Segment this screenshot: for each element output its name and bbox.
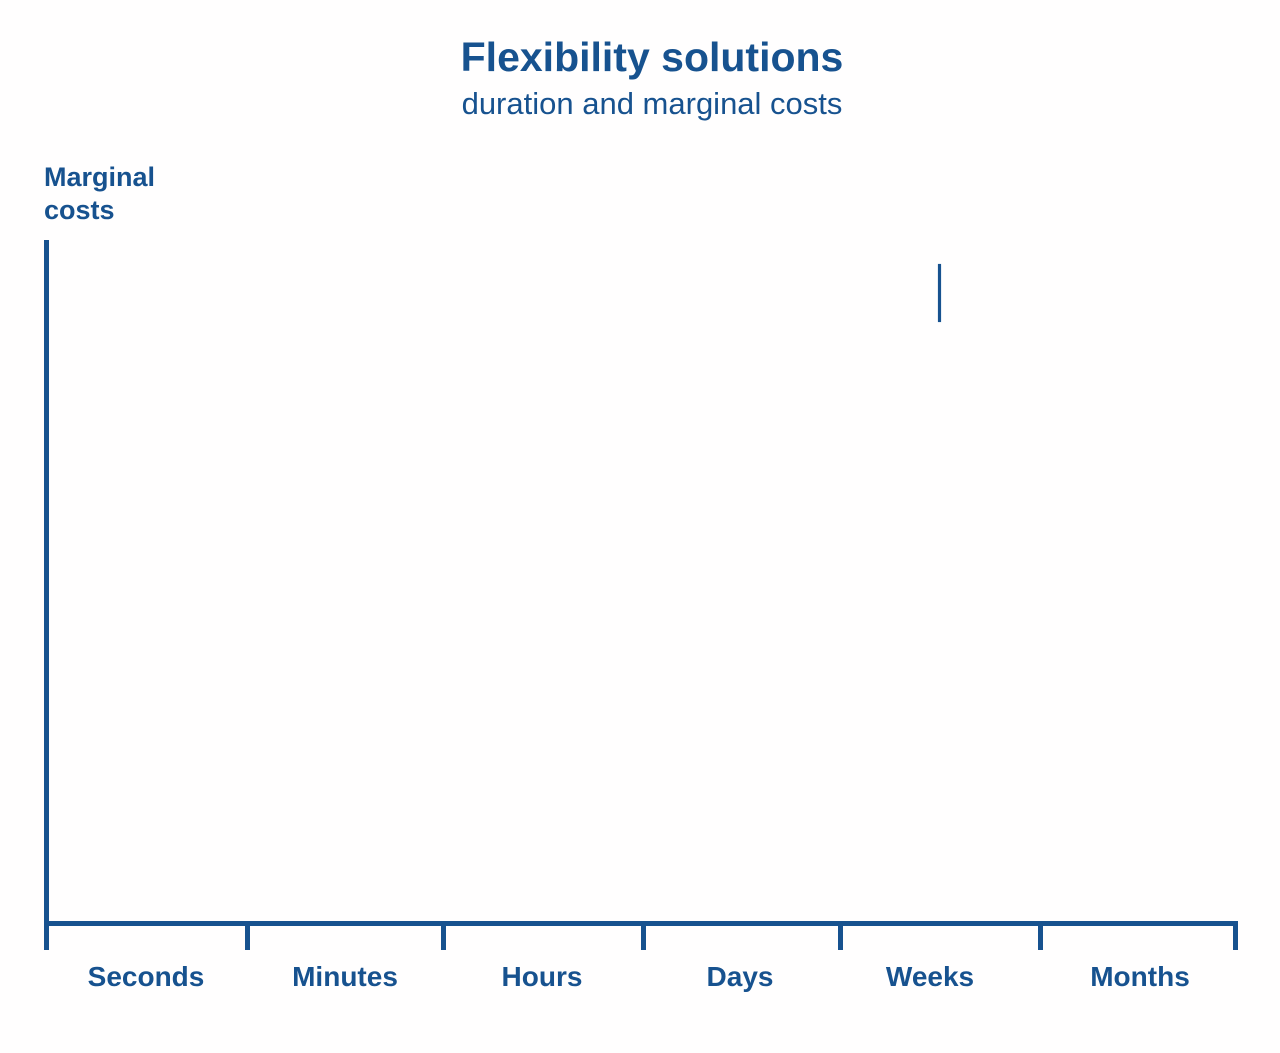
- y-axis-line: [44, 240, 49, 950]
- chart-title: Flexibility solutions: [460, 34, 844, 80]
- x-axis-label-hours: Hours: [501, 961, 583, 992]
- partial-drawing-stroke: [938, 264, 941, 322]
- y-axis-label-line2: costs: [44, 195, 115, 225]
- y-axis-label: Marginal costs: [44, 161, 155, 227]
- x-axis-tick: [1038, 921, 1043, 950]
- x-axis-label-seconds: Seconds: [87, 961, 205, 992]
- x-axis-label-months: Months: [1090, 961, 1190, 992]
- x-axis-tick: [441, 921, 446, 950]
- chart-subtitle: duration and marginal costs: [461, 86, 843, 122]
- chart-header: Flexibility solutions duration and margi…: [24, 34, 1280, 122]
- x-axis-label-days: Days: [706, 961, 774, 992]
- x-axis-tick: [641, 921, 646, 950]
- x-axis-label-weeks: Weeks: [885, 961, 975, 992]
- x-axis-tick: [838, 921, 843, 950]
- x-axis-tick: [245, 921, 250, 950]
- x-axis-label-minutes: Minutes: [292, 961, 398, 992]
- x-axis-tick: [1233, 921, 1238, 950]
- y-axis-label-line1: Marginal: [44, 162, 156, 192]
